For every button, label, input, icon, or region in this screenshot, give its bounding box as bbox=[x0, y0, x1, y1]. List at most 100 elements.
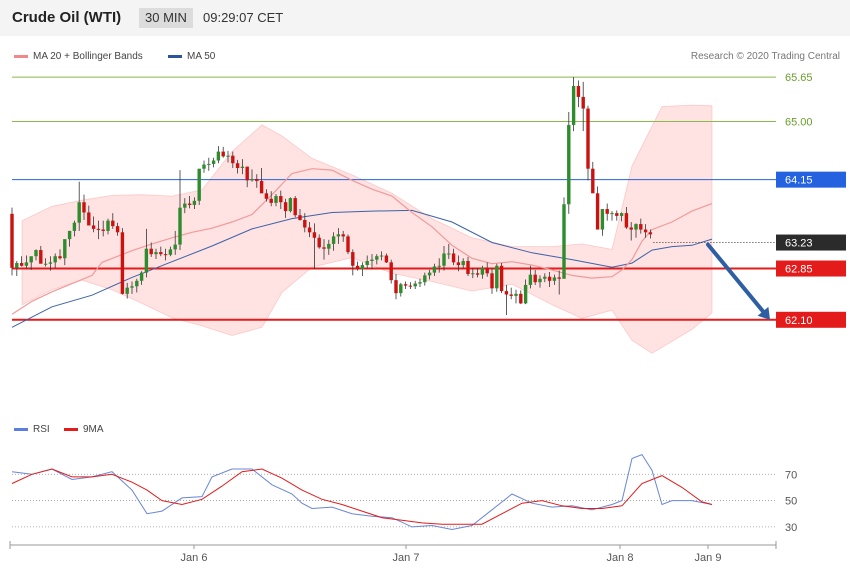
candle-body bbox=[456, 262, 461, 266]
candle-body bbox=[331, 236, 336, 244]
candle-body bbox=[39, 250, 43, 264]
forecast-arrow-head bbox=[757, 306, 770, 320]
candle-body bbox=[187, 203, 192, 205]
candle-body bbox=[389, 262, 393, 281]
candle-body bbox=[120, 232, 125, 294]
candle-body bbox=[629, 227, 633, 230]
candle-body bbox=[346, 236, 350, 253]
candle-body bbox=[547, 276, 552, 281]
candle-body bbox=[538, 278, 542, 283]
candle-body bbox=[360, 265, 365, 270]
candle-body bbox=[312, 232, 317, 238]
level-label-65.65: 65.65 bbox=[785, 72, 813, 84]
rsi-line bbox=[11, 453, 713, 531]
x-tick-label: Jan 7 bbox=[393, 552, 420, 564]
candle-body bbox=[639, 224, 643, 230]
candle-body bbox=[533, 274, 537, 283]
candle-body bbox=[586, 108, 590, 169]
timeframe-button[interactable]: 30 MIN bbox=[139, 8, 193, 28]
candle-body bbox=[499, 265, 504, 292]
candle-body bbox=[643, 229, 648, 233]
ma50-swatch bbox=[168, 54, 182, 58]
candle-body bbox=[135, 280, 139, 287]
candle-body bbox=[451, 253, 456, 263]
level-label-62.85: 62.85 bbox=[785, 264, 813, 276]
candle-body bbox=[63, 239, 67, 259]
candle-body bbox=[447, 253, 451, 255]
candle-body bbox=[168, 249, 173, 255]
candle-body bbox=[34, 250, 38, 257]
candle-body bbox=[77, 202, 81, 223]
candle-body bbox=[197, 168, 201, 201]
candle-body bbox=[154, 252, 158, 255]
candle-body bbox=[595, 193, 600, 230]
candle-body bbox=[413, 283, 417, 287]
candle-body bbox=[495, 265, 499, 289]
level-label-62.10: 62.10 bbox=[785, 315, 813, 327]
candle-body bbox=[303, 219, 307, 228]
candle-body bbox=[355, 265, 360, 270]
level-label-64.15: 64.15 bbox=[785, 175, 813, 187]
x-tick-label: Jan 9 bbox=[695, 552, 722, 564]
legend-ma50: MA 50 bbox=[168, 51, 215, 62]
candle-body bbox=[91, 225, 96, 229]
candle-body bbox=[432, 266, 437, 273]
candle-body bbox=[519, 293, 523, 304]
candle-body bbox=[173, 244, 177, 250]
candle-body bbox=[543, 276, 547, 279]
timestamp: 09:29:07 CET bbox=[203, 10, 284, 25]
candle-body bbox=[327, 243, 331, 249]
candle-body bbox=[591, 168, 595, 194]
level-tag-62.85 bbox=[776, 260, 846, 277]
candle-body bbox=[19, 263, 24, 266]
rsi-tick-30: 30 bbox=[785, 522, 797, 534]
candle-body bbox=[322, 247, 326, 249]
candle-body bbox=[442, 253, 446, 266]
candle-body bbox=[163, 254, 168, 256]
legend-rsi: RSI bbox=[14, 424, 50, 435]
candle-body bbox=[423, 275, 427, 283]
level-tag-64.15 bbox=[776, 171, 846, 188]
level-label-65.00: 65.00 bbox=[785, 117, 813, 129]
last-price-label: 63.23 bbox=[785, 238, 813, 250]
candle-body bbox=[490, 273, 494, 289]
candle-body bbox=[485, 267, 489, 274]
candle-body bbox=[202, 164, 206, 169]
candle-body bbox=[130, 286, 134, 288]
ma20-line bbox=[11, 168, 713, 315]
rsi-tick-70: 70 bbox=[785, 469, 797, 481]
candle-body bbox=[125, 287, 129, 294]
candle-body bbox=[10, 213, 14, 268]
candle-body bbox=[67, 230, 72, 240]
candle-body bbox=[562, 204, 566, 279]
candle-body bbox=[264, 193, 269, 199]
candle-body bbox=[293, 198, 297, 216]
candle-body bbox=[610, 213, 614, 215]
candle-body bbox=[341, 234, 345, 237]
candle-body bbox=[528, 274, 533, 285]
forecast-arrow-shaft bbox=[706, 242, 766, 314]
candle-body bbox=[509, 294, 513, 296]
candle-body bbox=[427, 272, 432, 276]
candle-body bbox=[269, 198, 273, 203]
legend-rsi-label: RSI bbox=[33, 424, 50, 435]
candle-body bbox=[15, 263, 19, 268]
candle-body bbox=[87, 212, 91, 226]
legend-9ma: 9MA bbox=[64, 424, 104, 435]
candle-body bbox=[235, 163, 240, 169]
candle-body bbox=[567, 124, 571, 205]
candle-body bbox=[192, 200, 197, 205]
candle-body bbox=[552, 277, 557, 281]
last-price-tag bbox=[776, 234, 846, 251]
ma20-swatch bbox=[14, 54, 28, 58]
candle-body bbox=[101, 229, 105, 231]
legend-9ma-label: 9MA bbox=[83, 424, 104, 435]
rsi-swatch bbox=[14, 427, 28, 431]
candle-body bbox=[216, 151, 221, 161]
candle-body bbox=[43, 263, 48, 265]
candle-body bbox=[288, 198, 293, 212]
candle-body bbox=[111, 220, 115, 227]
legend-ma20: MA 20 + Bollinger Bands bbox=[14, 51, 143, 62]
x-tick-label: Jan 6 bbox=[181, 552, 208, 564]
